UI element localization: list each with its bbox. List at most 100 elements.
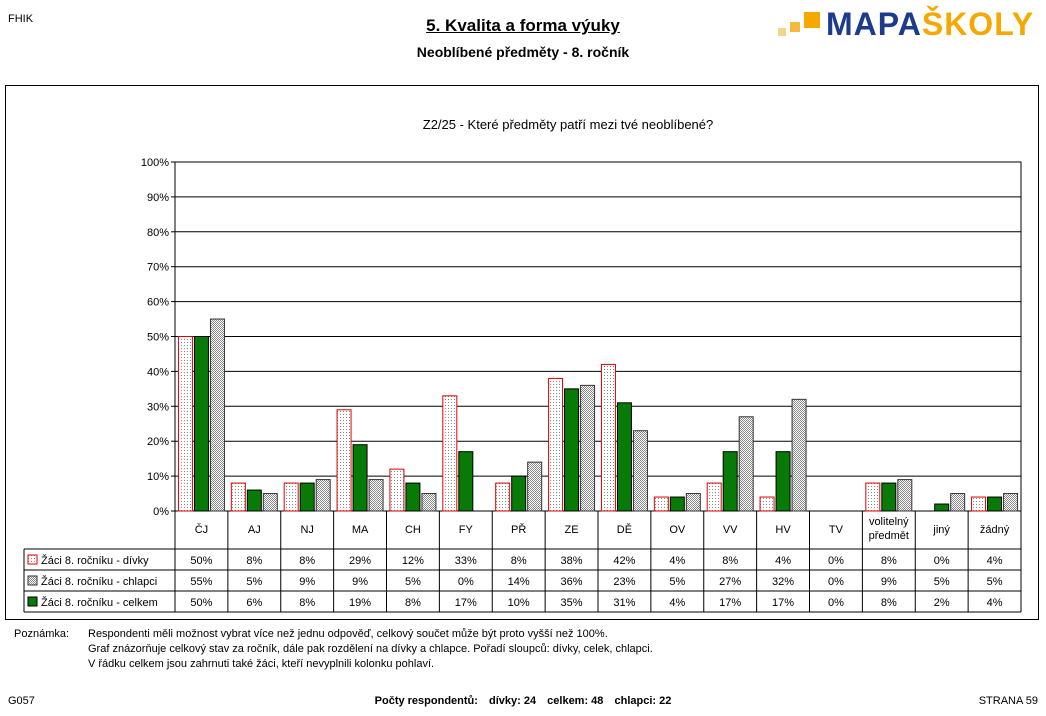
footer-code: G057 — [8, 695, 35, 707]
category-label: ZE — [565, 524, 579, 536]
y-tick-label: 90% — [147, 192, 169, 204]
bar — [548, 377, 564, 512]
respondent-counts: Počty respondentů: dívky: 24 celkem: 48 … — [0, 695, 1046, 707]
legend-label: Žáci 8. ročníku - celkem — [41, 596, 158, 609]
respondent-counts-label: Počty respondentů: — [374, 695, 478, 707]
category-label: OV — [669, 524, 686, 536]
bar — [458, 451, 474, 512]
data-label: 55% — [190, 576, 212, 588]
bar — [775, 451, 791, 512]
legend-label: Žáci 8. ročníku - dívky — [41, 554, 149, 567]
bar — [209, 318, 225, 512]
data-label: 8% — [722, 555, 738, 567]
data-label: 5% — [405, 576, 421, 588]
y-tick-label: 20% — [147, 436, 169, 448]
y-tick-label: 70% — [147, 262, 169, 274]
data-label: 33% — [455, 555, 477, 567]
data-label: 4% — [669, 597, 685, 609]
count-girls: dívky: 24 — [489, 695, 537, 707]
bar — [527, 461, 543, 512]
bar — [971, 496, 987, 512]
data-label: 36% — [561, 576, 583, 588]
y-tick-label: 30% — [147, 401, 169, 413]
bar — [177, 336, 193, 512]
bar — [336, 409, 352, 512]
data-label: 8% — [299, 597, 315, 609]
category-label: CH — [405, 524, 421, 536]
data-label: 14% — [508, 576, 530, 588]
count-total: celkem: 48 — [547, 695, 604, 707]
data-label: 5% — [934, 576, 950, 588]
data-label: 50% — [190, 555, 212, 567]
bar — [389, 468, 405, 512]
data-label: 4% — [775, 555, 791, 567]
chart-title: Z2/25 - Které předměty patří mezi tvé ne… — [423, 117, 714, 132]
data-label: 35% — [561, 597, 583, 609]
bar — [934, 503, 950, 512]
category-label: žádný — [980, 524, 1010, 536]
data-label: 0% — [828, 597, 844, 609]
bar — [405, 482, 421, 512]
category-label: HV — [775, 524, 791, 536]
bar — [230, 482, 246, 512]
data-label: 9% — [352, 576, 368, 588]
bar — [722, 451, 738, 512]
bar — [685, 493, 701, 512]
legend-swatch — [27, 554, 38, 565]
bar — [511, 475, 527, 512]
notes-label: Poznámka: — [14, 628, 70, 640]
logo-text: MAPAŠKOLY — [826, 6, 1035, 42]
data-label: 27% — [719, 576, 741, 588]
data-label: 23% — [613, 576, 635, 588]
category-label: ČJ — [195, 523, 208, 536]
data-label: 8% — [246, 555, 262, 567]
data-label: 4% — [987, 597, 1003, 609]
data-label: 32% — [772, 576, 794, 588]
data-label: 8% — [511, 555, 527, 567]
data-label: 5% — [987, 576, 1003, 588]
data-label: 17% — [719, 597, 741, 609]
bar — [600, 363, 616, 512]
data-label: 0% — [458, 576, 474, 588]
bar — [616, 402, 632, 512]
y-tick-label: 100% — [141, 157, 169, 169]
logo-squares-icon — [778, 12, 820, 36]
data-label: 8% — [299, 555, 315, 567]
category-label: jiný — [932, 524, 950, 536]
category-label: AJ — [248, 524, 261, 536]
bar — [580, 384, 596, 512]
bar — [987, 496, 1003, 512]
bar — [193, 336, 209, 512]
y-tick-label: 0% — [153, 506, 169, 518]
category-label: VV — [723, 524, 738, 536]
bar — [442, 395, 458, 512]
bar — [706, 482, 722, 512]
bar — [632, 430, 648, 512]
bar — [897, 479, 913, 512]
data-label: 10% — [508, 597, 530, 609]
data-label: 38% — [561, 555, 583, 567]
bar — [759, 496, 775, 512]
bar-chart: Z2/25 - Které předměty patří mezi tvé ne… — [23, 117, 1022, 613]
data-label: 0% — [934, 555, 950, 567]
data-label: 9% — [299, 576, 315, 588]
data-label: 0% — [828, 576, 844, 588]
y-tick-label: 50% — [147, 332, 169, 344]
data-label: 8% — [881, 555, 897, 567]
bar — [283, 482, 299, 512]
note-line: Respondenti měli možnost vybrat více než… — [88, 628, 608, 640]
category-label: předmět — [869, 530, 909, 542]
data-label: 8% — [405, 597, 421, 609]
category-label: MA — [352, 524, 369, 536]
bar — [738, 416, 754, 512]
bar — [495, 482, 511, 512]
bar — [421, 493, 437, 512]
data-label: 31% — [613, 597, 635, 609]
corner-code: FHIK — [8, 13, 34, 25]
bar — [669, 496, 685, 512]
y-tick-label: 60% — [147, 297, 169, 309]
data-label: 12% — [402, 555, 424, 567]
data-label: 17% — [455, 597, 477, 609]
data-label: 17% — [772, 597, 794, 609]
y-tick-label: 10% — [147, 471, 169, 483]
